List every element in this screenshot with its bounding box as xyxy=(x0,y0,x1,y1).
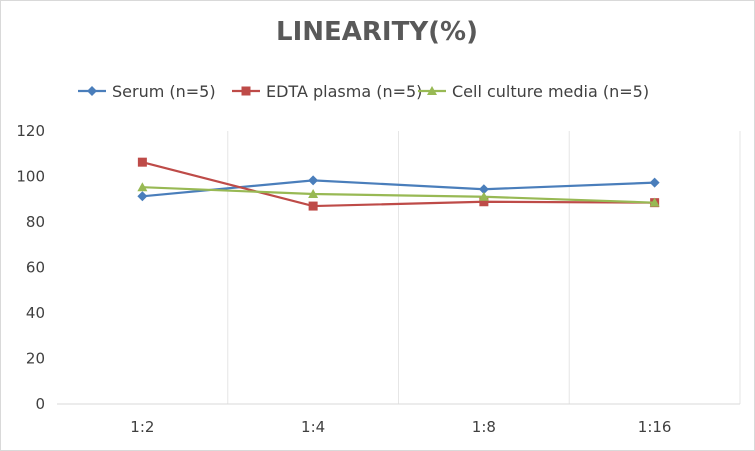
y-tick-label: 80 xyxy=(26,213,45,231)
chart-title: LINEARITY(%) xyxy=(276,17,478,47)
y-tick-label: 60 xyxy=(26,259,45,277)
legend-item: Cell culture media (n=5) xyxy=(418,82,649,101)
y-tick-label: 100 xyxy=(16,168,45,186)
legend-label: Cell culture media (n=5) xyxy=(452,82,649,101)
marker-diamond xyxy=(308,175,319,186)
x-axis: 1:2 1:4 1:8 1:16 xyxy=(130,418,671,436)
series-2 xyxy=(137,182,660,207)
series-line xyxy=(142,179,655,198)
legend-item: Serum (n=5) xyxy=(78,82,216,101)
marker-triangle xyxy=(478,191,489,201)
marker-square xyxy=(479,197,489,207)
marker-diamond xyxy=(137,191,148,202)
x-tick-label: 1:4 xyxy=(301,418,325,436)
y-tick-label: 40 xyxy=(26,304,45,322)
y-tick-label: 20 xyxy=(26,350,45,368)
y-axis: 0 20 40 60 80 100 120 xyxy=(16,122,45,413)
y-tick-label: 120 xyxy=(16,122,45,140)
series-line xyxy=(142,161,655,208)
marker-square xyxy=(137,157,147,167)
series-line xyxy=(142,186,655,204)
marker-diamond xyxy=(649,177,660,188)
marker-triangle xyxy=(137,182,148,192)
x-tick-label: 1:8 xyxy=(472,418,496,436)
marker-triangle xyxy=(308,189,319,199)
legend: Serum (n=5) EDTA plasma (n=5) Cell culture… xyxy=(78,82,649,101)
y-tick-label: 0 xyxy=(35,395,45,413)
marker-triangle xyxy=(649,197,660,207)
legend-item: EDTA plasma (n=5) xyxy=(232,82,422,101)
marker-diamond xyxy=(478,184,489,195)
x-tick-label: 1:2 xyxy=(130,418,154,436)
marker-square xyxy=(241,86,251,96)
grid xyxy=(57,131,741,405)
legend-label: Serum (n=5) xyxy=(112,82,216,101)
marker-triangle xyxy=(427,86,437,95)
x-tick-label: 1:16 xyxy=(638,418,672,436)
series-group xyxy=(137,157,660,211)
series-0 xyxy=(137,175,660,202)
legend-label: EDTA plasma (n=5) xyxy=(266,82,422,101)
marker-square xyxy=(308,201,318,211)
marker-diamond xyxy=(87,86,97,96)
